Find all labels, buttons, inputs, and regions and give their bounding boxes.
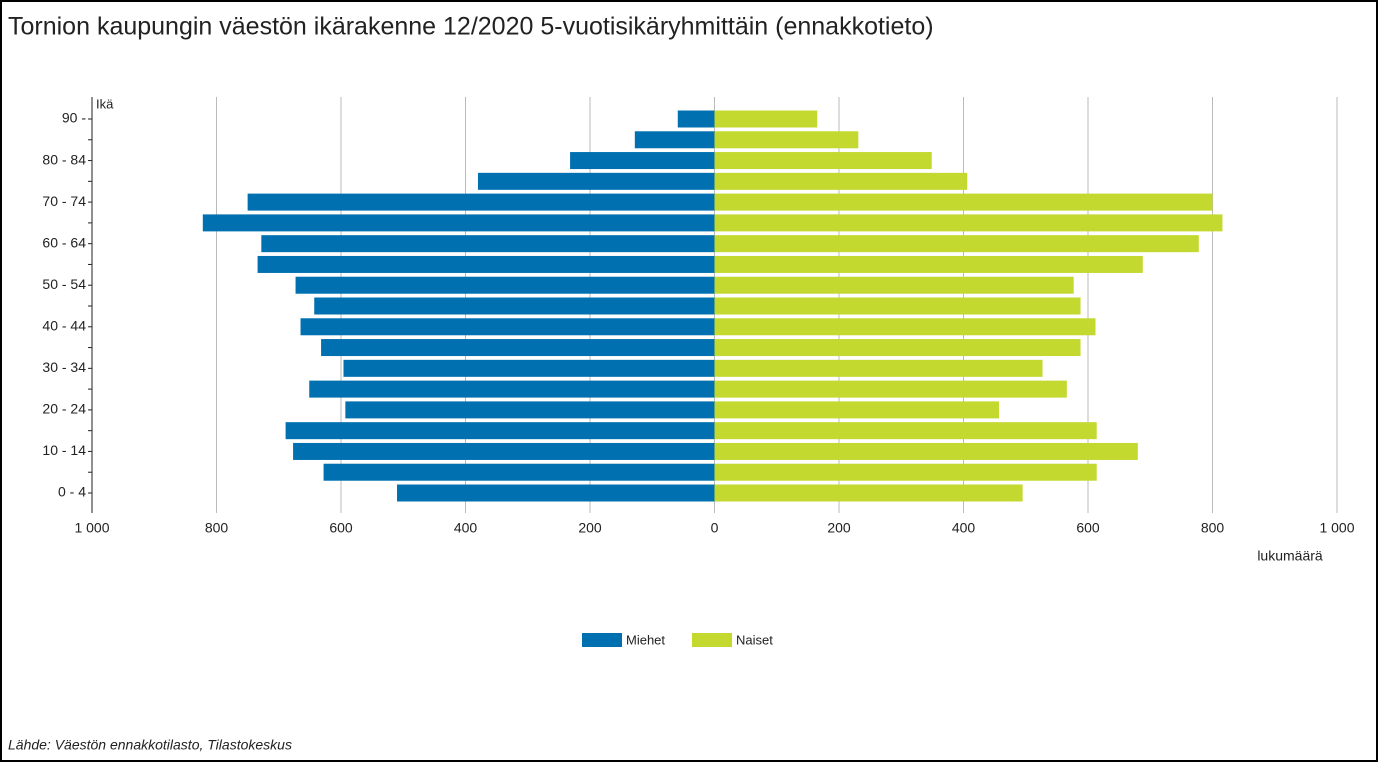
bar — [323, 463, 715, 481]
bar — [309, 380, 715, 398]
x-tick-label: 800 — [1201, 520, 1225, 536]
bar — [343, 359, 715, 377]
bar — [714, 401, 999, 419]
legend-label: Miehet — [626, 632, 665, 647]
bar — [714, 380, 1067, 398]
bar — [714, 442, 1138, 460]
bar — [714, 463, 1097, 481]
bar — [202, 214, 715, 232]
legend-label: Naiset — [736, 632, 773, 647]
y-tick-label: 40 - 44 — [42, 317, 86, 333]
bar — [714, 214, 1223, 232]
bar — [714, 484, 1023, 502]
y-tick-label: 60 - 64 — [42, 234, 86, 250]
x-tick-label: 1 000 — [1319, 520, 1354, 536]
bar — [261, 235, 715, 253]
y-tick-label: 20 - 24 — [42, 401, 86, 417]
bar — [714, 131, 859, 149]
bar — [714, 255, 1143, 273]
bar — [477, 172, 715, 190]
bar — [714, 318, 1096, 336]
bar — [293, 442, 715, 460]
bar — [285, 422, 715, 440]
y-tick-label: 30 - 34 — [42, 359, 86, 375]
bar — [247, 193, 715, 211]
bar — [714, 193, 1213, 211]
bar — [714, 339, 1081, 357]
bar — [714, 235, 1199, 253]
bar — [295, 276, 715, 294]
bar — [714, 276, 1074, 294]
x-tick-label: 1 000 — [74, 520, 109, 536]
y-tick-label: 50 - 54 — [42, 276, 86, 292]
x-tick-label: 200 — [827, 520, 851, 536]
bar — [714, 110, 818, 128]
y-tick-label: 0 - 4 — [58, 484, 86, 500]
y-axis-title: Ikä — [96, 96, 114, 111]
legend-swatch — [692, 633, 732, 647]
bar — [714, 359, 1043, 377]
x-tick-label: 600 — [1076, 520, 1100, 536]
bar — [314, 297, 715, 315]
bar — [714, 422, 1097, 440]
bar — [570, 152, 715, 170]
x-tick-label: 400 — [454, 520, 478, 536]
bar — [257, 255, 715, 273]
bar — [714, 297, 1081, 315]
bar — [677, 110, 715, 128]
bar — [397, 484, 715, 502]
chart-title: Tornion kaupungin väestön ikärakenne 12/… — [8, 13, 934, 41]
y-tick-label: 10 - 14 — [42, 442, 86, 458]
x-tick-label: 400 — [952, 520, 976, 536]
bar — [345, 401, 715, 419]
bar — [300, 318, 715, 336]
bar — [714, 152, 932, 170]
bar — [714, 172, 968, 190]
y-tick-label: 80 - 84 — [42, 151, 86, 167]
x-tick-label: 600 — [329, 520, 353, 536]
x-tick-label: 800 — [205, 520, 229, 536]
bar — [634, 131, 715, 149]
x-tick-label: 0 — [711, 520, 719, 536]
bar — [321, 339, 715, 357]
source: Lähde: Väestön ennakkotilasto, Tilastoke… — [8, 737, 292, 753]
y-tick-label: 90 - — [62, 110, 86, 126]
y-tick-label: 70 - 74 — [42, 193, 86, 209]
x-tick-label: 200 — [578, 520, 602, 536]
legend-swatch — [582, 633, 622, 647]
x-axis-title: lukumäärä — [1257, 548, 1323, 564]
